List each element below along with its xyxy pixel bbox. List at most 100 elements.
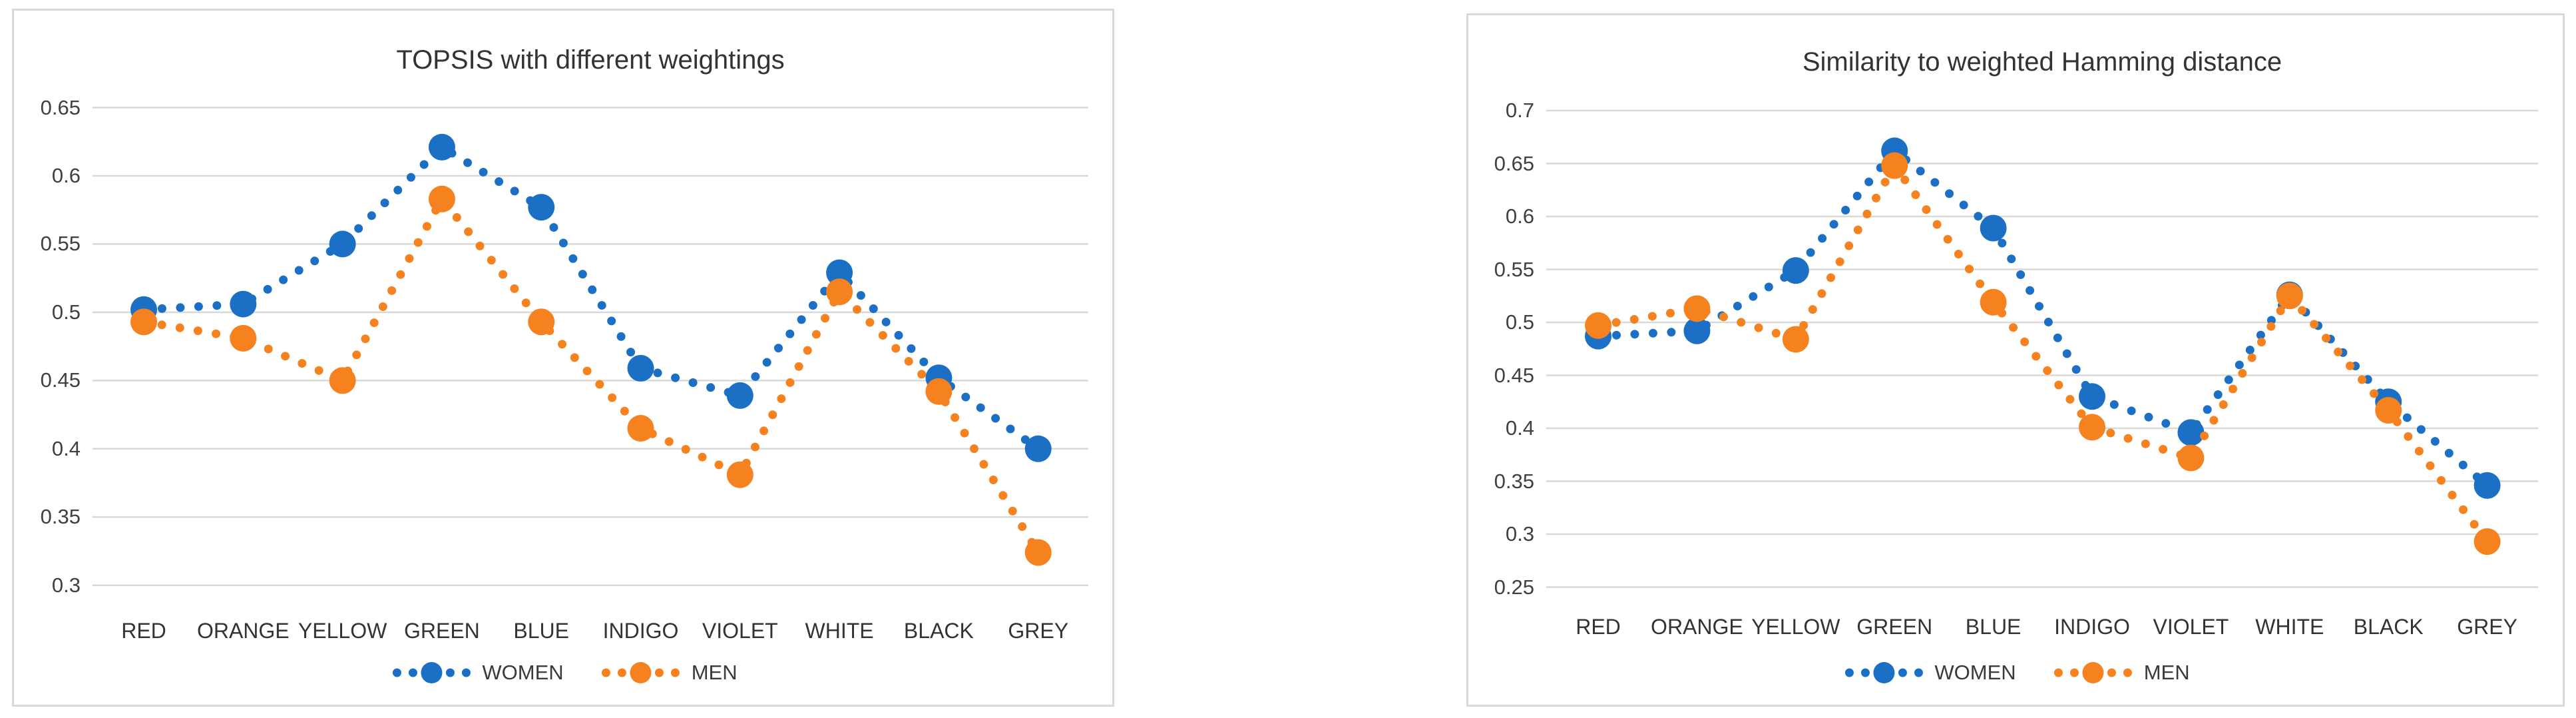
x-category-label: VIOLET: [702, 619, 778, 643]
legend-dot: [671, 668, 680, 677]
data-point-women-yellow: [329, 230, 356, 258]
legend-marker-icon: [602, 662, 680, 683]
data-point-women-green: [428, 133, 455, 161]
data-point-men-red: [1585, 312, 1611, 339]
legend-dot: [1914, 668, 1923, 677]
data-point-women-indigo: [2079, 383, 2105, 410]
x-category-label: INDIGO: [602, 619, 679, 643]
series-line-women: [139, 141, 1043, 454]
y-tick-label: 0.7: [1505, 99, 1534, 122]
data-point-men-white: [2276, 282, 2303, 310]
data-point-men-blue: [1980, 288, 2007, 316]
legend-label: WOMEN: [482, 661, 564, 684]
legend-item-women: WOMEN: [1841, 658, 2016, 687]
data-point-women-orange: [1683, 317, 1711, 344]
plot-area-topsis: [93, 107, 1088, 586]
data-point-men-black: [925, 378, 953, 405]
data-point-women-blue: [528, 194, 555, 221]
x-category-label: WHITE: [805, 619, 874, 643]
data-point-men-yellow: [329, 367, 356, 394]
legend-item-men: MEN: [2051, 658, 2190, 687]
y-tick-label: 0.25: [1494, 575, 1534, 599]
x-category-label: BLUE: [1965, 615, 2022, 639]
data-point-women-grey: [1024, 435, 1052, 462]
x-category-label: ORANGE: [1651, 615, 1743, 639]
data-point-men-blue: [528, 308, 555, 336]
data-point-women-yellow: [1782, 257, 1809, 284]
series-line-women: [1594, 145, 2492, 490]
chart-title-topsis: TOPSIS with different weightings: [396, 45, 785, 75]
y-tick-label: 0.6: [51, 163, 81, 187]
data-point-men-green: [428, 185, 455, 212]
x-category-label: GREEN: [403, 619, 480, 643]
legend-dot: [2070, 668, 2079, 677]
data-point-women-blue: [1980, 214, 2007, 242]
y-tick-label: 0.45: [40, 368, 81, 392]
y-tick-label: 0.35: [1494, 469, 1534, 493]
legend-dot: [1860, 668, 1870, 677]
legend-dot: [2082, 662, 2104, 683]
legend-item-women: WOMEN: [389, 658, 564, 687]
data-point-men-violet: [2177, 444, 2205, 472]
y-tick-label: 0.55: [1494, 257, 1534, 281]
legend-dot: [618, 668, 627, 677]
data-point-women-grey: [2473, 472, 2501, 499]
x-category-label: GREY: [1008, 619, 1069, 643]
y-tick-label: 0.55: [40, 232, 81, 256]
legend-item-men: MEN: [598, 658, 738, 687]
data-point-men-indigo: [627, 415, 654, 442]
legend-label: MEN: [2143, 661, 2190, 684]
x-category-label: VIOLET: [2153, 615, 2229, 639]
y-tick-label: 0.5: [1505, 310, 1534, 334]
x-category-label: GREEN: [1856, 615, 1933, 639]
x-category-label: BLUE: [513, 619, 569, 643]
legend-dot: [2054, 668, 2063, 677]
data-point-men-grey: [2473, 528, 2501, 555]
x-category-label: RED: [121, 619, 166, 643]
legend-dot: [630, 662, 652, 683]
y-tick-label: 0.4: [1505, 416, 1534, 440]
data-point-women-violet: [2177, 419, 2205, 446]
data-point-men-black: [2375, 396, 2402, 424]
series-line-men: [1594, 157, 2492, 546]
y-tick-label: 0.65: [40, 95, 81, 119]
y-tick-label: 0.35: [40, 505, 81, 529]
series-line-men: [139, 191, 1043, 557]
legend-dot: [421, 662, 443, 683]
legend-dot: [1898, 668, 1907, 677]
legend-topsis: WOMEN MEN: [389, 658, 738, 687]
y-tick-label: 0.5: [51, 300, 81, 324]
data-point-men-white: [826, 278, 853, 306]
data-point-women-violet: [726, 382, 753, 409]
legend-dot: [408, 668, 417, 677]
x-category-label: RED: [1576, 615, 1621, 639]
data-point-men-grey: [1024, 539, 1052, 566]
legend-hamming: WOMEN MEN: [1841, 658, 2190, 687]
x-category-label: BLACK: [903, 619, 974, 643]
x-category-label: BLACK: [2353, 615, 2424, 639]
y-tick-label: 0.6: [1505, 204, 1534, 228]
chart-title-hamming: Similarity to weighted Hamming distance: [1802, 47, 2282, 77]
data-point-men-indigo: [2079, 414, 2105, 441]
legend-marker-icon: [392, 662, 471, 683]
data-point-men-red: [130, 308, 157, 336]
x-category-label: YELLOW: [1751, 615, 1840, 639]
x-category-label: INDIGO: [2054, 615, 2130, 639]
x-category-label: WHITE: [2255, 615, 2324, 639]
data-point-men-violet: [726, 461, 753, 488]
plot-area-hamming: [1546, 109, 2538, 588]
legend-dot: [461, 668, 471, 677]
chart-panel-topsis: TOPSIS with different weightings 0.65 0.6…: [12, 9, 1114, 707]
legend-dot: [1873, 662, 1895, 683]
data-point-men-orange: [1683, 295, 1711, 322]
legend-label: WOMEN: [1934, 661, 2016, 684]
data-point-men-orange: [230, 324, 257, 352]
data-point-men-yellow: [1782, 326, 1809, 353]
y-tick-label: 0.3: [1505, 522, 1534, 545]
legend-dot: [2107, 668, 2117, 677]
legend-dot: [602, 668, 611, 677]
legend-label: MEN: [691, 661, 738, 684]
data-point-women-indigo: [627, 354, 654, 382]
legend-dot: [655, 668, 664, 677]
legend-marker-icon: [1844, 662, 1923, 683]
